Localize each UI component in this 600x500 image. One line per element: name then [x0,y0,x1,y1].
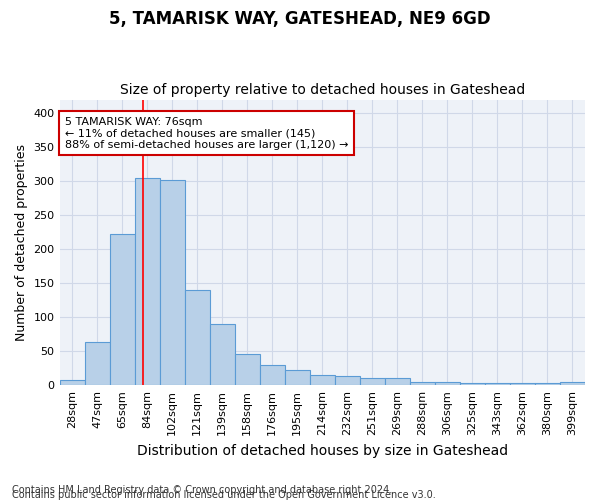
Bar [535,383,560,385]
Bar [209,324,235,385]
Bar [310,375,335,385]
Bar [385,378,410,385]
Text: 5 TAMARISK WAY: 76sqm
← 11% of detached houses are smaller (145)
88% of semi-det: 5 TAMARISK WAY: 76sqm ← 11% of detached … [65,116,348,150]
Bar [59,380,85,385]
Bar [260,365,285,385]
Text: Contains HM Land Registry data © Crown copyright and database right 2024.: Contains HM Land Registry data © Crown c… [12,485,392,495]
Bar [235,354,260,385]
Bar [110,234,134,385]
Text: 5, TAMARISK WAY, GATESHEAD, NE9 6GD: 5, TAMARISK WAY, GATESHEAD, NE9 6GD [109,10,491,28]
Y-axis label: Number of detached properties: Number of detached properties [15,144,28,341]
Bar [335,376,360,385]
Bar [85,342,110,385]
Bar [360,378,385,385]
Bar [160,180,185,385]
Bar [485,383,510,385]
Bar [410,382,435,385]
Bar [460,383,485,385]
X-axis label: Distribution of detached houses by size in Gateshead: Distribution of detached houses by size … [137,444,508,458]
Bar [285,370,310,385]
Text: Contains public sector information licensed under the Open Government Licence v3: Contains public sector information licen… [12,490,436,500]
Bar [185,290,209,385]
Title: Size of property relative to detached houses in Gateshead: Size of property relative to detached ho… [119,83,525,97]
Bar [560,382,585,385]
Bar [134,178,160,385]
Bar [510,383,535,385]
Bar [435,382,460,385]
